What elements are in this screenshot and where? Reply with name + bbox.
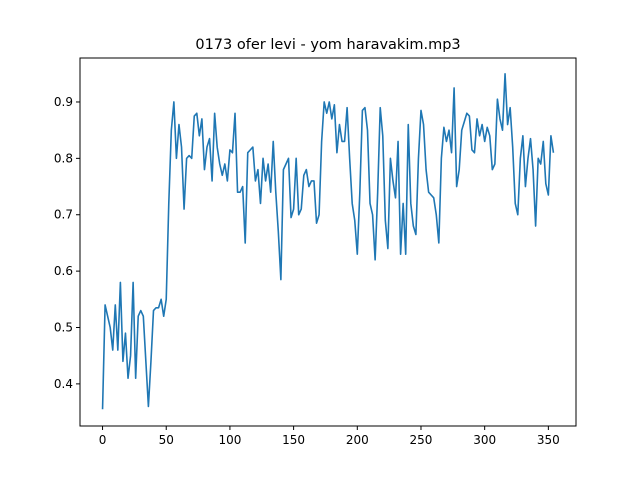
x-tick-label: 250	[410, 433, 433, 447]
y-tick-label: 0.8	[54, 151, 73, 165]
x-tick-label: 150	[282, 433, 305, 447]
y-tick-label: 0.4	[54, 377, 73, 391]
plot-frame	[79, 57, 577, 427]
x-tick-label: 350	[537, 433, 560, 447]
data-line	[101, 72, 555, 410]
y-tick-label: 0.5	[54, 321, 73, 335]
x-tick-label: 200	[346, 433, 369, 447]
x-tick-label: 0	[99, 433, 107, 447]
chart-title: 0173 ofer levi - yom haravakim.mp3	[195, 37, 460, 53]
x-tick-label: 50	[159, 433, 174, 447]
x-tick-label: 100	[218, 433, 241, 447]
x-tick-label: 300	[473, 433, 496, 447]
y-tick-label: 0.7	[54, 208, 73, 222]
y-tick-label: 0.9	[54, 95, 73, 109]
y-tick-label: 0.6	[54, 264, 73, 278]
